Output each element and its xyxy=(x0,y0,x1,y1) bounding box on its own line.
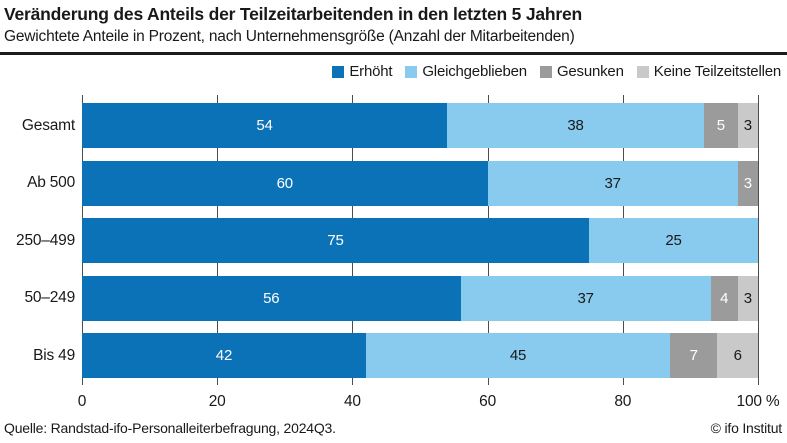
bar-segment-gleichgeblieben: 25 xyxy=(589,218,758,263)
plot-area: 54 38 5 3 60 37 3 75 25 56 37 4 3 42 45 7 6 xyxy=(82,95,759,385)
category-label: Bis 49 xyxy=(33,346,75,364)
x-tick-label: 100 % xyxy=(736,393,780,410)
bar-segment-keine-teilzeitstellen: 3 xyxy=(737,275,758,321)
legend-item-gesunken: Gesunken xyxy=(539,63,624,80)
bar-segment-gesunken: 5 xyxy=(703,103,738,148)
legend: Erhöht Gleichgeblieben Gesunken Keine Teilz… xyxy=(332,63,781,80)
x-tick-label: 20 xyxy=(208,393,226,410)
bar-segment-gleichgeblieben: 45 xyxy=(365,333,671,378)
x-tick-label: 80 xyxy=(614,393,632,410)
bar-segment-gleichgeblieben: 37 xyxy=(487,160,738,206)
x-tick-label: 0 xyxy=(77,393,87,410)
legend-label: Erhöht xyxy=(349,63,393,80)
legend-label: Gesunken xyxy=(556,63,624,80)
title-divider xyxy=(0,52,787,55)
gridline-100 xyxy=(758,95,759,385)
bar-segment-keine-teilzeitstellen: 3 xyxy=(737,103,758,148)
bar-segment-erhoeht: 42 xyxy=(82,333,366,378)
bar-segment-erhoeht: 60 xyxy=(82,160,488,206)
x-tick-label: 40 xyxy=(343,393,361,410)
source-note: Quelle: Randstad-ifo-Personalleiterbefra… xyxy=(4,420,336,436)
legend-item-gleichgeblieben: Gleichgeblieben xyxy=(405,63,527,80)
copyright-note: © ifo Institut xyxy=(710,420,783,436)
category-label: Gesamt xyxy=(21,116,75,134)
legend-item-keine-teilzeitstellen: Keine Teilzeitstellen xyxy=(636,63,781,80)
bar-segment-gesunken: 7 xyxy=(670,333,718,378)
bar-row: 42 45 7 6 xyxy=(82,333,758,378)
legend-swatch-gesunken xyxy=(539,65,552,78)
category-label: 50–249 xyxy=(24,289,75,306)
bar-segment-gesunken: 3 xyxy=(737,160,758,206)
legend-label: Gleichgeblieben xyxy=(422,63,527,80)
bar-segment-erhoeht: 75 xyxy=(82,218,589,263)
bar-row: 75 25 xyxy=(82,218,758,263)
bar-segment-gesunken: 4 xyxy=(710,275,738,321)
chart-title: Veränderung des Anteils der Teilzeitarbe… xyxy=(4,4,583,24)
category-label: 250–499 xyxy=(16,231,75,249)
bar-row: 56 37 4 3 xyxy=(82,275,758,321)
bar-row: 60 37 3 xyxy=(82,160,758,206)
legend-swatch-keine-teilzeitstellen xyxy=(636,65,649,78)
bar-segment-erhoeht: 56 xyxy=(82,275,461,321)
bar-segment-gleichgeblieben: 38 xyxy=(447,103,704,148)
legend-item-erhoeht: Erhöht xyxy=(332,63,393,80)
x-tick-label: 60 xyxy=(479,393,497,410)
bar-row: 54 38 5 3 xyxy=(82,103,758,148)
legend-swatch-gleichgeblieben xyxy=(405,65,418,78)
category-label: Ab 500 xyxy=(27,174,75,191)
legend-label: Keine Teilzeitstellen xyxy=(653,63,781,80)
bar-segment-gleichgeblieben: 37 xyxy=(460,275,711,321)
legend-swatch-erhoeht xyxy=(332,65,345,78)
bar-segment-keine-teilzeitstellen: 6 xyxy=(717,333,758,378)
bar-segment-erhoeht: 54 xyxy=(82,103,448,148)
chart-subtitle: Gewichtete Anteile in Prozent, nach Unte… xyxy=(4,28,575,45)
